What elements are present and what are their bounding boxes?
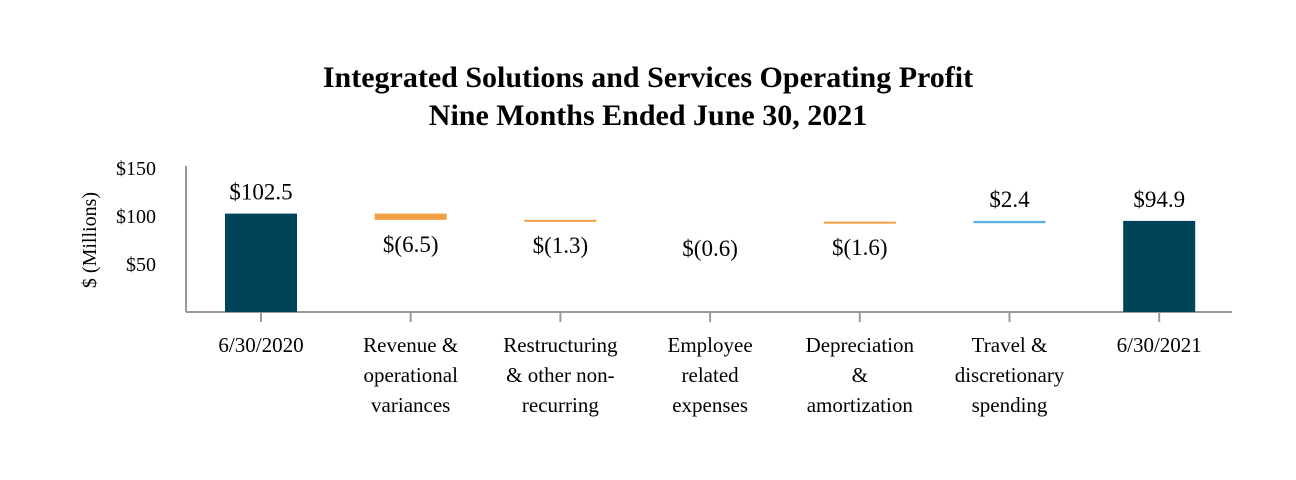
x-category-label: Revenue & operational variances (363, 333, 458, 417)
data-label: $(1.3) (533, 233, 589, 258)
delta-bar (973, 220, 1046, 224)
total-bar (1123, 220, 1196, 312)
x-category-label-line: & (852, 363, 868, 387)
x-category-label-line: 6/30/2021 (1117, 333, 1202, 357)
x-category-label-line: 6/30/2020 (218, 333, 303, 357)
x-category-label-line: expenses (672, 393, 748, 417)
x-category-label-line: Employee (668, 333, 753, 357)
x-category-label-line: Revenue & (363, 333, 458, 357)
x-category-label: 6/30/2021 (1117, 333, 1202, 357)
delta-bar (374, 213, 447, 220)
data-label: $94.9 (1133, 187, 1185, 212)
x-category-label-line: discretionary (955, 363, 1065, 387)
x-category-label: Employee related expenses (668, 333, 753, 417)
data-label: $102.5 (229, 180, 292, 205)
data-label: $(0.6) (682, 236, 738, 261)
data-label: $(1.6) (832, 235, 888, 260)
total-bar (225, 213, 297, 312)
chart-title: Integrated Solutions and Services Operat… (322, 61, 974, 94)
x-category-label-line: recurring (522, 393, 599, 417)
delta-bar (823, 221, 896, 224)
x-category-label-line: variances (371, 393, 450, 417)
y-axis-title: $ (Millions) (79, 192, 101, 288)
x-category-label: Restructuring & other non-recurring (503, 333, 618, 417)
x-category-label: Travel & discretionary spending (955, 333, 1065, 417)
y-tick-label: $100 (116, 206, 156, 228)
chart-subtitle: Nine Months Ended June 30, 2021 (428, 99, 868, 132)
x-category-label-line: Restructuring (503, 333, 618, 357)
data-label: $(6.5) (383, 232, 439, 257)
x-category-label: 6/30/2020 (218, 333, 303, 357)
data-label: $2.4 (989, 187, 1030, 212)
y-tick-label: $50 (126, 254, 156, 276)
x-category-label-line: & other non- (506, 363, 614, 387)
x-category-label-line: related (682, 363, 740, 387)
delta-bar (524, 219, 597, 222)
x-category-label-line: Travel & (972, 333, 1048, 357)
x-category-label-line: spending (972, 393, 1048, 417)
y-tick-label: $150 (116, 158, 156, 180)
x-category-label-line: Depreciation (806, 333, 915, 357)
x-category-label-line: amortization (807, 393, 914, 417)
x-category-label-line: operational (363, 363, 458, 387)
x-category-label: Depreciation & amortization (806, 333, 915, 417)
